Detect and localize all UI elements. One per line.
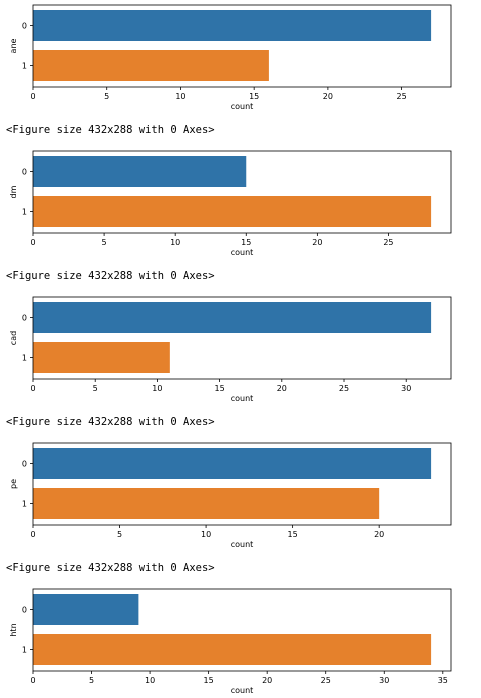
chart-dm-ytick-label: 1	[22, 208, 27, 217]
chart-htn-bar-1	[33, 634, 432, 665]
chart-htn-ylabel: htn	[9, 623, 18, 636]
chart-htn-ytick-label: 1	[22, 646, 27, 655]
chart-pe-axes-frame	[32, 442, 452, 526]
chart-ane-xtick-label: 20	[323, 92, 333, 101]
chart-pe-ytick-label: 1	[22, 500, 27, 509]
chart-cad-bar-1	[33, 342, 170, 373]
chart-cad-ylabel: cad	[9, 331, 18, 345]
chart-ane-xtick-label: 15	[249, 92, 259, 101]
chart-pe-ytick-label: 0	[22, 460, 27, 469]
chart-cad-xtick-label: 20	[277, 384, 287, 393]
chart-pe-xtick-label: 10	[201, 530, 211, 539]
chart-htn-xtick-label: 25	[321, 676, 331, 685]
chart-ane-axes-frame	[32, 4, 452, 88]
chart-dm-bar-1	[33, 196, 432, 227]
chart-dm-xlabel: count	[231, 248, 254, 257]
chart-dm-xtick-label: 10	[170, 238, 180, 247]
chart-htn-xlabel: count	[231, 686, 254, 695]
chart-htn-xtick-label: 0	[30, 676, 35, 685]
chart-dm-axes-frame	[32, 150, 452, 234]
chart-ane-bar-0	[33, 10, 432, 41]
chart-ane-ytick-label: 1	[22, 62, 27, 71]
chart-dm-ytick-label: 0	[22, 168, 27, 177]
chart-ane-bar-1	[33, 50, 269, 81]
figure-size-note: <Figure size 432x288 with 0 Axes>	[6, 124, 215, 136]
figure-size-note: <Figure size 432x288 with 0 Axes>	[6, 416, 215, 428]
chart-htn-xtick-label: 35	[438, 676, 448, 685]
chart-ane-xtick-label: 10	[175, 92, 185, 101]
chart-cad-xtick-label: 30	[401, 384, 411, 393]
chart-pe-ylabel: pe	[9, 479, 18, 489]
chart-htn-xtick-label: 20	[262, 676, 272, 685]
chart-ane-xtick-label: 5	[104, 92, 109, 101]
chart-htn-xtick-label: 10	[145, 676, 155, 685]
chart-htn-axes-frame	[32, 588, 452, 672]
chart-cad-ytick-label: 1	[22, 354, 27, 363]
chart-pe-xtick-label: 20	[374, 530, 384, 539]
chart-pe-bar-0	[33, 448, 432, 479]
chart-ane-ylabel: ane	[9, 38, 18, 53]
chart-cad-xtick-label: 25	[339, 384, 349, 393]
chart-cad-xtick-label: 10	[152, 384, 162, 393]
chart-htn-bar-0	[33, 594, 139, 625]
chart-dm-bar-0	[33, 156, 247, 187]
chart-htn-xtick-label: 5	[89, 676, 94, 685]
chart-htn-xtick-label: 30	[379, 676, 389, 685]
chart-cad-xtick-label: 0	[30, 384, 35, 393]
chart-cad-bar-0	[33, 302, 432, 333]
figure-size-note: <Figure size 432x288 with 0 Axes>	[6, 562, 215, 574]
chart-dm-xtick-label: 25	[383, 238, 393, 247]
chart-dm-xtick-label: 15	[241, 238, 251, 247]
chart-ane-xtick-label: 25	[397, 92, 407, 101]
chart-htn-ytick-label: 0	[22, 606, 27, 615]
chart-cad-ytick-label: 0	[22, 314, 27, 323]
chart-cad-xlabel: count	[231, 394, 254, 403]
chart-pe-xtick-label: 15	[288, 530, 298, 539]
chart-pe-bar-1	[33, 488, 380, 519]
chart-dm-xtick-label: 20	[312, 238, 322, 247]
chart-cad-xtick-label: 15	[215, 384, 225, 393]
chart-pe-xlabel: count	[231, 540, 254, 549]
chart-ane-ytick-label: 0	[22, 22, 27, 31]
chart-ane-xtick-label: 0	[30, 92, 35, 101]
chart-dm-xtick-label: 5	[102, 238, 107, 247]
chart-pe-xtick-label: 0	[30, 530, 35, 539]
chart-dm-xtick-label: 0	[30, 238, 35, 247]
chart-cad-xtick-label: 5	[93, 384, 98, 393]
chart-ane-xlabel: count	[231, 102, 254, 111]
figure-size-note: <Figure size 432x288 with 0 Axes>	[6, 270, 215, 282]
chart-pe-xtick-label: 5	[117, 530, 122, 539]
chart-dm-ylabel: dm	[9, 185, 18, 198]
chart-htn-xtick-label: 15	[204, 676, 214, 685]
chart-cad-axes-frame	[32, 296, 452, 380]
